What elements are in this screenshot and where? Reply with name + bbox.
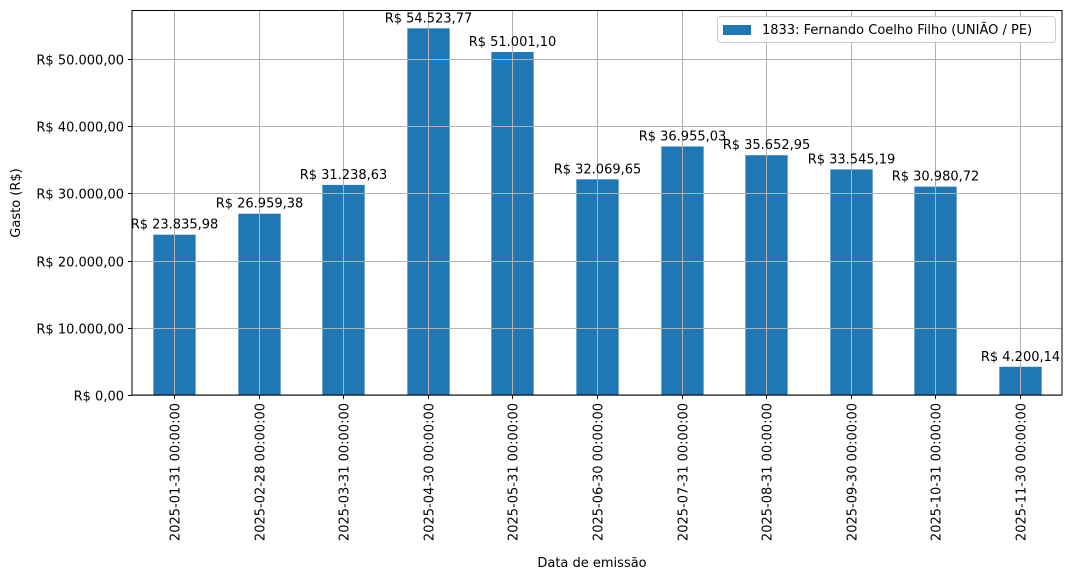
bar-value-label: R$ 31.238,63 [300, 168, 388, 183]
y-axis-label: Gasto (R$) [9, 168, 24, 237]
x-tick-label: 2025-08-31 00:00:00 [761, 403, 776, 541]
x-tick-label: 2025-05-31 00:00:00 [507, 403, 522, 541]
y-tick-label: R$ 10.000,00 [36, 323, 124, 338]
x-axis-ticks: 2025-01-31 00:00:00 2025-02-28 00:00:00 20… [169, 395, 1030, 541]
bar-value-label: R$ 32.069,65 [554, 162, 642, 177]
legend-label: 1833: Fernando Coelho Filho (UNIÃO / PE) [762, 22, 1032, 38]
y-tick-label: R$ 0,00 [74, 390, 124, 405]
x-tick-label: 2025-09-30 00:00:00 [846, 403, 861, 541]
bar-value-label: R$ 23.835,98 [131, 218, 219, 233]
bar-value-label: R$ 33.545,19 [808, 152, 896, 167]
bar-value-label: R$ 4.200,14 [981, 350, 1060, 365]
x-tick-label: 2025-06-30 00:00:00 [592, 403, 607, 541]
bar-value-labels: R$ 23.835,98 R$ 26.959,38 R$ 31.238,63 R$ 5… [131, 11, 1060, 364]
bar-value-label: R$ 26.959,38 [216, 197, 304, 212]
y-tick-label: R$ 30.000,00 [36, 188, 124, 203]
y-tick-label: R$ 50.000,00 [36, 54, 124, 69]
x-tick-label: 2025-10-31 00:00:00 [930, 403, 945, 541]
x-tick-label: 2025-07-31 00:00:00 [677, 403, 692, 541]
x-axis-label: Data de emissão [537, 556, 646, 571]
bar-value-label: R$ 54.523,77 [385, 11, 473, 26]
bar-value-label: R$ 51.001,10 [469, 35, 557, 50]
x-tick-label: 2025-04-30 00:00:00 [423, 403, 438, 541]
x-tick-label: 2025-11-30 00:00:00 [1015, 403, 1030, 541]
x-tick-label: 2025-03-31 00:00:00 [338, 403, 353, 541]
y-tick-label: R$ 40.000,00 [36, 121, 124, 136]
legend-box [717, 16, 1056, 43]
bar-value-label: R$ 30.980,72 [892, 170, 980, 185]
y-axis-ticks: R$ 0,00 R$ 10.000,00 R$ 20.000,00 R$ 30.000… [36, 54, 132, 405]
legend-swatch [723, 25, 751, 35]
x-tick-label: 2025-02-28 00:00:00 [254, 403, 269, 541]
x-tick-label: 2025-01-31 00:00:00 [169, 403, 184, 541]
bar-value-label: R$ 35.652,95 [723, 138, 811, 153]
legend: 1833: Fernando Coelho Filho (UNIÃO / PE) [717, 16, 1056, 43]
y-tick-label: R$ 20.000,00 [36, 256, 124, 271]
bar-value-label: R$ 36.955,03 [639, 129, 727, 144]
